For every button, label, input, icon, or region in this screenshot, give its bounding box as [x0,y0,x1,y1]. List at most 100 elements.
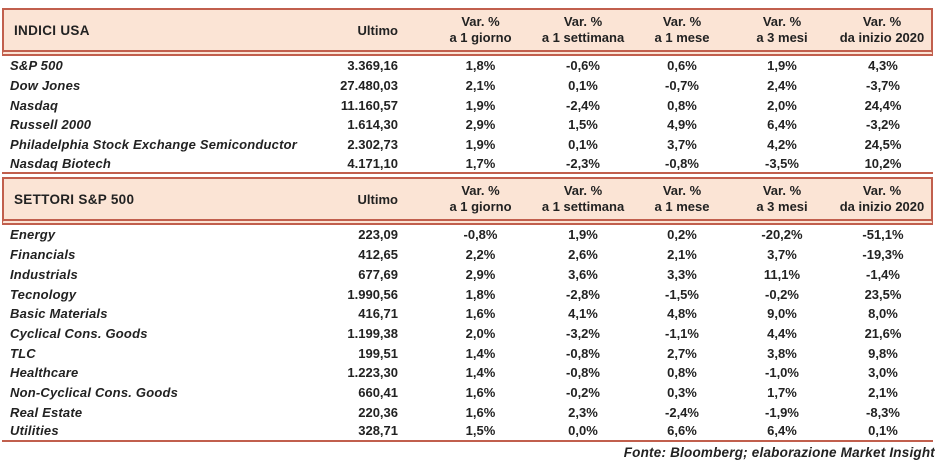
table-row: Dow Jones 27.480,03 2,1% 0,1% -0,7% 2,4% -3,7% [2,76,933,96]
value-var_1m: 6,6% [633,422,731,442]
value-ultimo: 1.990,56 [347,286,398,302]
value-ultimo: 1.223,30 [347,365,398,381]
value-var_1g: 1,4% [465,365,496,381]
value-ultimo: 3.369,16 [347,58,398,74]
value-var_1m: 4,8% [667,306,697,322]
value-var_1s: -2,8% [566,286,600,302]
value-var_3m: 3,7% [767,247,797,263]
header-line: da inizio 2020 [839,30,925,45]
header-line: a 1 settimana [541,30,625,45]
value-var_1g: 1,9% [465,97,496,113]
value-var_3m: 2,4% [767,78,797,94]
table-row: Real Estate 220,36 1,6% 2,3% -2,4% -1,9% -8,3% [2,402,933,422]
row-label: S&P 500 [10,58,63,74]
value-ultimo: 1.614,30 [347,117,398,133]
value-var_1s: 1,5% [568,117,598,133]
value-ultimo: 223,09 [358,227,398,243]
value-ultimo: 412,65 [358,247,398,263]
value-ultimo: 220,36 [358,404,398,420]
header-line: a 1 giorno [449,199,512,215]
value-var_1m: -0,7% [665,78,699,94]
value-var_1m: -2,4% [665,404,699,420]
column-header-var-1-mese: Var. % a 1 mese [633,8,731,56]
value-var_ytd: 3,0% [868,365,898,381]
row-label: Tecnology [10,286,77,302]
header-row: SETTORI S&P 500 Ultimo Var. % a 1 giorno… [2,177,933,226]
row-label: Real Estate [10,404,83,420]
value-ultimo: 2.302,73 [347,137,398,153]
value-var_1g: 2,0% [465,325,496,341]
value-ultimo: 677,69 [358,266,398,282]
value-var_3m: -20,2% [761,227,803,243]
value-ultimo: 660,41 [358,384,398,400]
value-var_3m: -0,2% [765,286,799,302]
header-line: da inizio 2020 [839,199,925,215]
row-label: Nasdaq Biotech [2,154,318,175]
value-var_3m: -1,0% [765,365,799,381]
section-title-settori-sp500: SETTORI S&P 500 [2,177,318,226]
value-var_1m: -1,1% [665,325,699,341]
value-var_ytd: 9,8% [868,345,898,361]
value-var_1g: 2,2% [465,247,496,263]
value-ultimo: 27.480,03 [340,78,398,94]
value-var_3m: 9,0% [767,306,797,322]
value-var_1g: 1,6% [465,404,496,420]
column-header-ultimo: Ultimo [318,8,428,56]
value-var_ytd: -8,3% [866,404,900,420]
header-line: a 1 mese [654,30,710,45]
header-line: Var. % [862,183,902,199]
value-ultimo: 11.160,57 [340,97,398,113]
value-var_1m: 0,6% [667,58,697,74]
value-var_1g: 1,6% [465,306,496,322]
row-label: Basic Materials [10,306,108,322]
value-var_ytd: 23,5% [864,286,902,302]
header-line: a 3 mesi [756,199,808,215]
table-row: S&P 500 3.369,16 1,8% -0,6% 0,6% 1,9% 4,3% [2,56,933,76]
value-var_1s: 0,1% [568,137,598,153]
table-row: Russell 2000 1.614,30 2,9% 1,5% 4,9% 6,4% -3,2… [2,115,933,135]
settori-sp500-header: SETTORI S&P 500 Ultimo Var. % a 1 giorno… [2,177,933,226]
header-line: Var. % [461,14,500,29]
table-row: Financials 412,65 2,2% 2,6% 2,1% 3,7% -19,3% [2,245,933,265]
header-line: a 3 mesi [756,30,808,45]
header-line: Var. % [461,183,500,199]
row-label: Financials [10,247,76,263]
value-var_1m: 3,7% [667,137,697,153]
value-var_1s: 4,1% [568,306,598,322]
value-var_ytd: -19,3% [862,247,904,263]
value-var_ytd: 4,3% [868,58,898,74]
table-row: Healthcare 1.223,30 1,4% -0,8% 0,8% -1,0% 3,0% [2,363,933,383]
table-row: Nasdaq Biotech 4.171,10 1,7% -2,3% -0,8% -3,5… [2,154,933,175]
column-header-var-1-settimana: Var. % a 1 settimana [533,177,633,226]
header-row: INDICI USA Ultimo Var. % a 1 giorno Var.… [2,8,933,56]
value-var_1s: 3,6% [568,266,598,282]
row-label: TLC [10,345,36,361]
header-line: Var. % [862,14,902,29]
value-var_1s: 1,9% [568,227,598,243]
value-var_3m: -1,9% [765,404,799,420]
header-line: Var. % [662,14,702,29]
column-header-var-1-mese: Var. % a 1 mese [633,177,731,226]
value-var_1g: 1,7% [428,154,533,175]
value-var_1s: 2,6% [568,247,598,263]
table-row: Non-Cyclical Cons. Goods 660,41 1,6% -0,2% 0… [2,383,933,403]
value-var_1s: -2,4% [566,97,600,113]
value-var_1g: 2,9% [465,266,496,282]
row-label: Energy [10,227,56,243]
value-var_1m: 2,7% [667,345,697,361]
report-page: INDICI USA Ultimo Var. % a 1 giorno Var.… [2,8,935,460]
value-var_1s: -0,2% [566,384,600,400]
row-label: Cyclical Cons. Goods [10,325,148,341]
value-var_ytd: 0,1% [833,422,933,442]
row-label: Non-Cyclical Cons. Goods [10,384,179,400]
settori-sp500-table: SETTORI S&P 500 Ultimo Var. % a 1 giorno… [2,177,933,442]
table-row: Nasdaq 11.160,57 1,9% -2,4% 0,8% 2,0% 24,4% [2,95,933,115]
row-label: Philadelphia Stock Exchange Semiconducto… [10,137,298,153]
value-var_1m: -0,8% [633,154,731,175]
indici-usa-table: INDICI USA Ultimo Var. % a 1 giorno Var.… [2,8,933,175]
value-var_1s: 0,0% [533,422,633,442]
value-var_1m: 0,2% [667,227,697,243]
section-title-indici-usa: INDICI USA [2,8,318,56]
header-line: Var. % [662,183,702,199]
value-var_1s: 0,1% [568,78,598,94]
